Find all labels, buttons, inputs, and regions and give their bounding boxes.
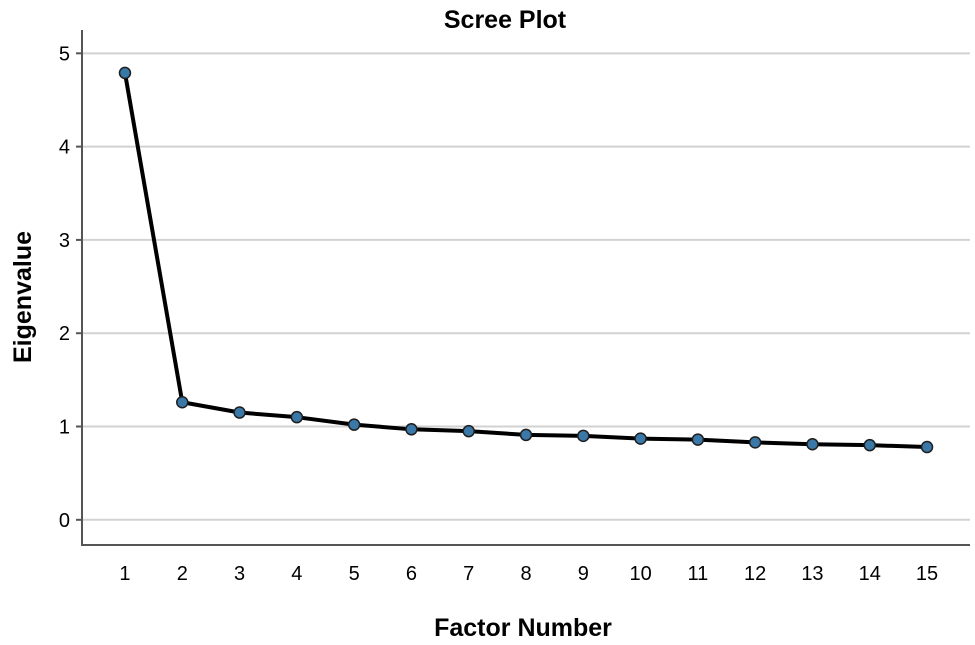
x-tick-label-5: 5 — [349, 563, 360, 585]
data-point-2 — [176, 396, 189, 409]
x-tick-label-13: 13 — [801, 563, 823, 585]
x-tick-label-10: 10 — [629, 563, 651, 585]
x-tick-label-12: 12 — [744, 563, 766, 585]
eigenvalue-points — [118, 66, 934, 454]
y-tick-label-1: 1 — [59, 417, 70, 439]
y-axis-ticks: 0 1 2 3 4 5 — [59, 43, 82, 532]
data-point-9 — [577, 429, 590, 443]
x-tick-label-9: 9 — [578, 563, 589, 585]
y-tick-label-2: 2 — [59, 323, 70, 345]
data-point-15 — [920, 440, 934, 454]
plot-axes — [81, 30, 970, 546]
x-tick-label-14: 14 — [859, 563, 881, 585]
grid-lines — [82, 52, 970, 521]
x-axis-ticks: 1 2 3 4 5 6 7 8 9 10 11 12 13 14 15 — [119, 563, 938, 585]
data-point-5 — [347, 418, 361, 431]
y-tick-label-0: 0 — [59, 510, 70, 532]
x-tick-label-4: 4 — [291, 563, 302, 585]
x-tick-label-6: 6 — [406, 563, 417, 585]
x-tick-label-8: 8 — [520, 563, 531, 585]
x-axis-label: Factor Number — [434, 614, 612, 642]
data-point-14 — [863, 438, 876, 452]
data-point-3 — [233, 406, 246, 419]
y-axis-label: Eigenvalue — [9, 231, 37, 363]
data-point-12 — [748, 436, 762, 449]
data-point-7 — [462, 424, 475, 438]
x-tick-label-11: 11 — [687, 563, 708, 585]
x-tick-label-3: 3 — [234, 563, 245, 585]
eigenvalue-line — [122, 70, 930, 450]
y-tick-label-5: 5 — [59, 43, 70, 65]
x-tick-label-2: 2 — [177, 563, 188, 585]
data-point-8 — [519, 428, 533, 442]
x-tick-label-7: 7 — [463, 563, 474, 585]
data-point-1 — [118, 66, 132, 80]
chart-title: Scree Plot — [444, 6, 567, 34]
data-point-10 — [634, 432, 647, 445]
data-point-4 — [290, 410, 304, 424]
data-point-13 — [806, 437, 819, 451]
x-tick-label-15: 15 — [916, 563, 938, 585]
x-tick-label-1: 1 — [119, 563, 130, 585]
data-point-6 — [405, 423, 418, 436]
y-tick-label-4: 4 — [59, 137, 70, 159]
data-point-11 — [691, 433, 705, 446]
y-tick-label-3: 3 — [59, 230, 70, 252]
